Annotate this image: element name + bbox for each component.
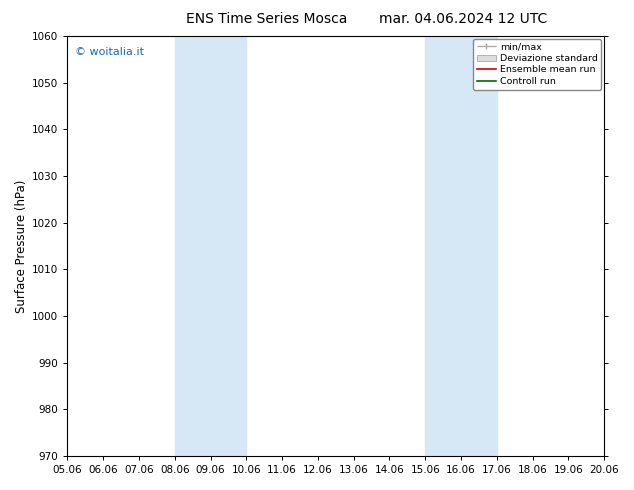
Text: ENS Time Series Mosca: ENS Time Series Mosca — [186, 12, 347, 26]
Bar — [425, 36, 497, 456]
Bar — [175, 36, 247, 456]
Legend: min/max, Deviazione standard, Ensemble mean run, Controll run: min/max, Deviazione standard, Ensemble m… — [473, 39, 602, 90]
Text: © woitalia.it: © woitalia.it — [75, 47, 145, 57]
Text: mar. 04.06.2024 12 UTC: mar. 04.06.2024 12 UTC — [378, 12, 547, 26]
Y-axis label: Surface Pressure (hPa): Surface Pressure (hPa) — [15, 179, 28, 313]
